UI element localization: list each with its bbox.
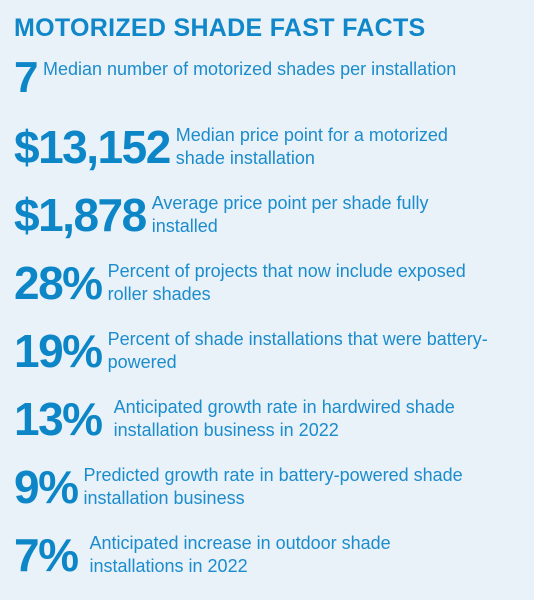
fact-description: Anticipated increase in outdoor shade in… bbox=[89, 533, 391, 576]
page-title: MOTORIZED SHADE FAST FACTS bbox=[14, 14, 426, 42]
fact-item: $1,878 Average price point per shade ful… bbox=[14, 192, 482, 238]
fact-description: Percent of projects that now include exp… bbox=[107, 261, 466, 304]
fact-stat: $13,152 bbox=[14, 121, 171, 173]
fact-item: 9% Predicted growth rate in battery-powe… bbox=[14, 464, 483, 510]
fact-item: 19% Percent of shade installations that … bbox=[14, 328, 498, 374]
fact-item: 13% Anticipated growth rate in hardwired… bbox=[14, 396, 514, 442]
fact-item: 7% Anticipated increase in outdoor shade… bbox=[14, 532, 439, 578]
fact-item: 7 Median number of motorized shades per … bbox=[14, 56, 483, 100]
fact-description: Predicted growth rate in battery-powered… bbox=[83, 465, 463, 508]
fact-stat: 13% bbox=[14, 393, 103, 445]
fact-description: Median price point for a motorized shade… bbox=[175, 125, 448, 168]
fact-description: Median number of motorized shades per in… bbox=[42, 58, 457, 79]
fact-stat: 9% bbox=[14, 461, 79, 513]
fact-description: Anticipated growth rate in hardwired sha… bbox=[113, 397, 455, 440]
fact-item: 28% Percent of projects that now include… bbox=[14, 260, 488, 306]
fact-stat: $1,878 bbox=[14, 189, 147, 241]
fact-stat: 7 bbox=[14, 53, 38, 102]
fact-stat: 19% bbox=[14, 325, 103, 377]
fact-stat: 7% bbox=[14, 529, 79, 581]
fact-description: Percent of shade installations that were… bbox=[107, 329, 488, 372]
fact-description: Average price point per shade fully inst… bbox=[151, 193, 429, 236]
fact-item: $13,152 Median price point for a motoriz… bbox=[14, 124, 496, 170]
fact-stat: 28% bbox=[14, 257, 103, 309]
